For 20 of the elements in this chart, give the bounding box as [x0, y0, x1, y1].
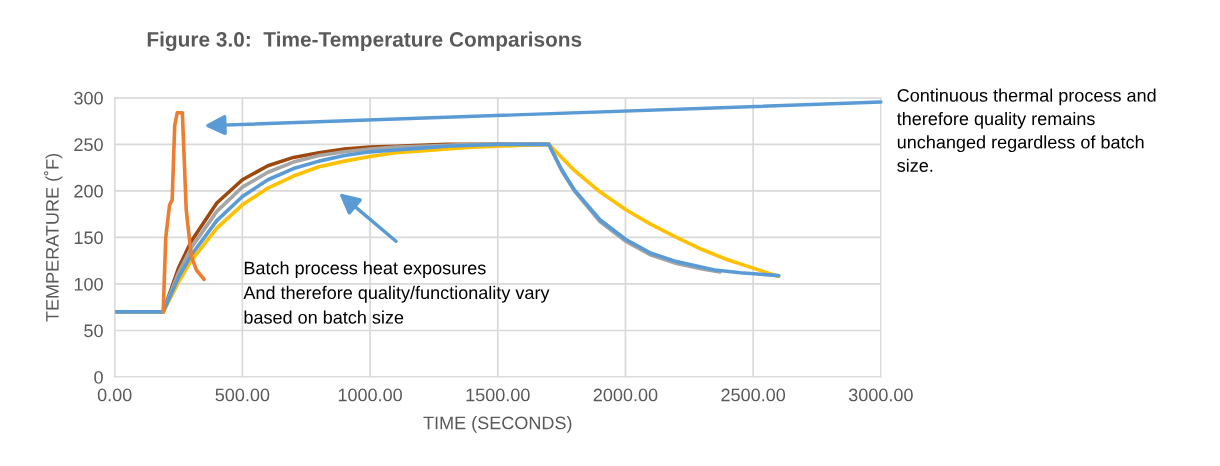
y-tick-label: 300	[74, 91, 103, 105]
y-tick-label: 50	[84, 324, 103, 338]
y-tick-label: 250	[74, 138, 103, 152]
y-tick-label: 100	[74, 277, 103, 291]
x-tick-label: 1500.00	[466, 388, 530, 402]
x-tick-label: 3000.00	[848, 388, 913, 402]
x-tick-label: 2000.00	[593, 388, 658, 402]
x-tick-label: 1000.00	[338, 388, 402, 402]
line-series	[161, 110, 206, 314]
chart-title: Figure 3.0: Time-Temperature Comparisons	[147, 31, 582, 52]
x-tick-label: 0.00	[97, 388, 132, 402]
text: Continuous thermal process and therefore quality remains unchanged regardless of batch size.	[896, 88, 1156, 172]
annotation: Batch process heat exposures And therefore quality/functionality vary based on batch size	[243, 261, 550, 324]
y-tick-label: 0	[94, 370, 103, 384]
y-tick-label: 200	[74, 184, 103, 198]
x-tick-label: 2500.00	[721, 388, 786, 402]
y-tick-label: 150	[74, 231, 103, 245]
x-axis-title: TIME (SECONDS)	[423, 416, 572, 433]
y-axis-title: TEMPERATURE (˚F)	[44, 153, 63, 322]
x-tick-label: 500.00	[215, 388, 270, 402]
